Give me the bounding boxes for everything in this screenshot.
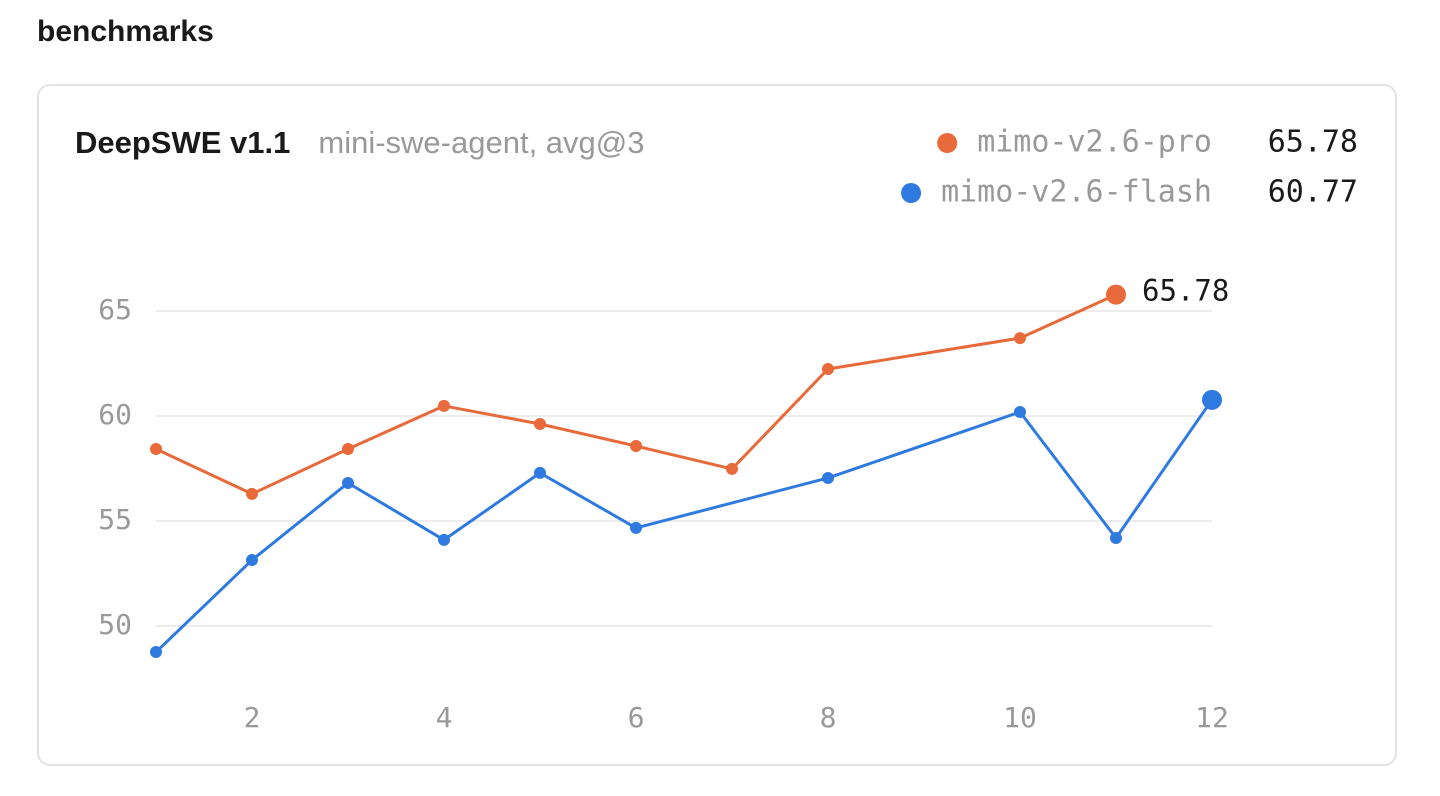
data-point <box>726 462 738 475</box>
end-label: 65.78 <box>1142 274 1229 308</box>
legend-label: mimo-v2.6-flash <box>941 175 1212 210</box>
x-tick-label: 4 <box>436 701 453 734</box>
data-point <box>342 476 354 489</box>
data-point <box>630 521 642 534</box>
data-point <box>1014 332 1026 345</box>
data-point <box>342 442 354 455</box>
data-point <box>534 417 546 430</box>
series-line <box>154 398 1214 654</box>
x-tick-label: 8 <box>820 701 837 734</box>
data-point <box>822 471 834 484</box>
data-point <box>1106 284 1126 305</box>
data-point <box>534 466 546 479</box>
data-point <box>150 646 162 659</box>
legend-label: mimo-v2.6-pro <box>977 125 1212 160</box>
data-point <box>438 533 450 546</box>
x-tick-label: 12 <box>1195 701 1229 734</box>
y-tick-label: 65 <box>98 293 132 326</box>
section-heading: benchmarks <box>37 15 214 48</box>
data-point <box>630 440 642 453</box>
data-point <box>1202 389 1222 410</box>
data-point <box>822 362 834 375</box>
legend-marker <box>937 133 958 153</box>
data-point <box>246 554 258 567</box>
chart-subtitle: mini-swe-agent, avg@3 <box>318 125 644 160</box>
legend-value: 60.77 <box>1268 175 1358 210</box>
data-point <box>438 399 450 412</box>
legend-marker <box>901 183 922 203</box>
x-tick-label: 2 <box>244 701 261 734</box>
y-tick-label: 55 <box>98 503 132 536</box>
data-point <box>150 442 162 455</box>
y-tick-label: 60 <box>98 398 132 431</box>
data-point <box>1110 532 1122 545</box>
chart-title: DeepSWE v1.1 <box>75 125 290 160</box>
y-tick-label: 50 <box>98 608 132 641</box>
legend-value: 65.78 <box>1268 125 1358 160</box>
x-tick-label: 6 <box>628 701 645 734</box>
data-point <box>246 487 258 500</box>
card <box>37 84 1397 766</box>
data-point <box>1014 406 1026 419</box>
x-tick-label: 10 <box>1003 701 1037 734</box>
series-line <box>155 293 1117 496</box>
